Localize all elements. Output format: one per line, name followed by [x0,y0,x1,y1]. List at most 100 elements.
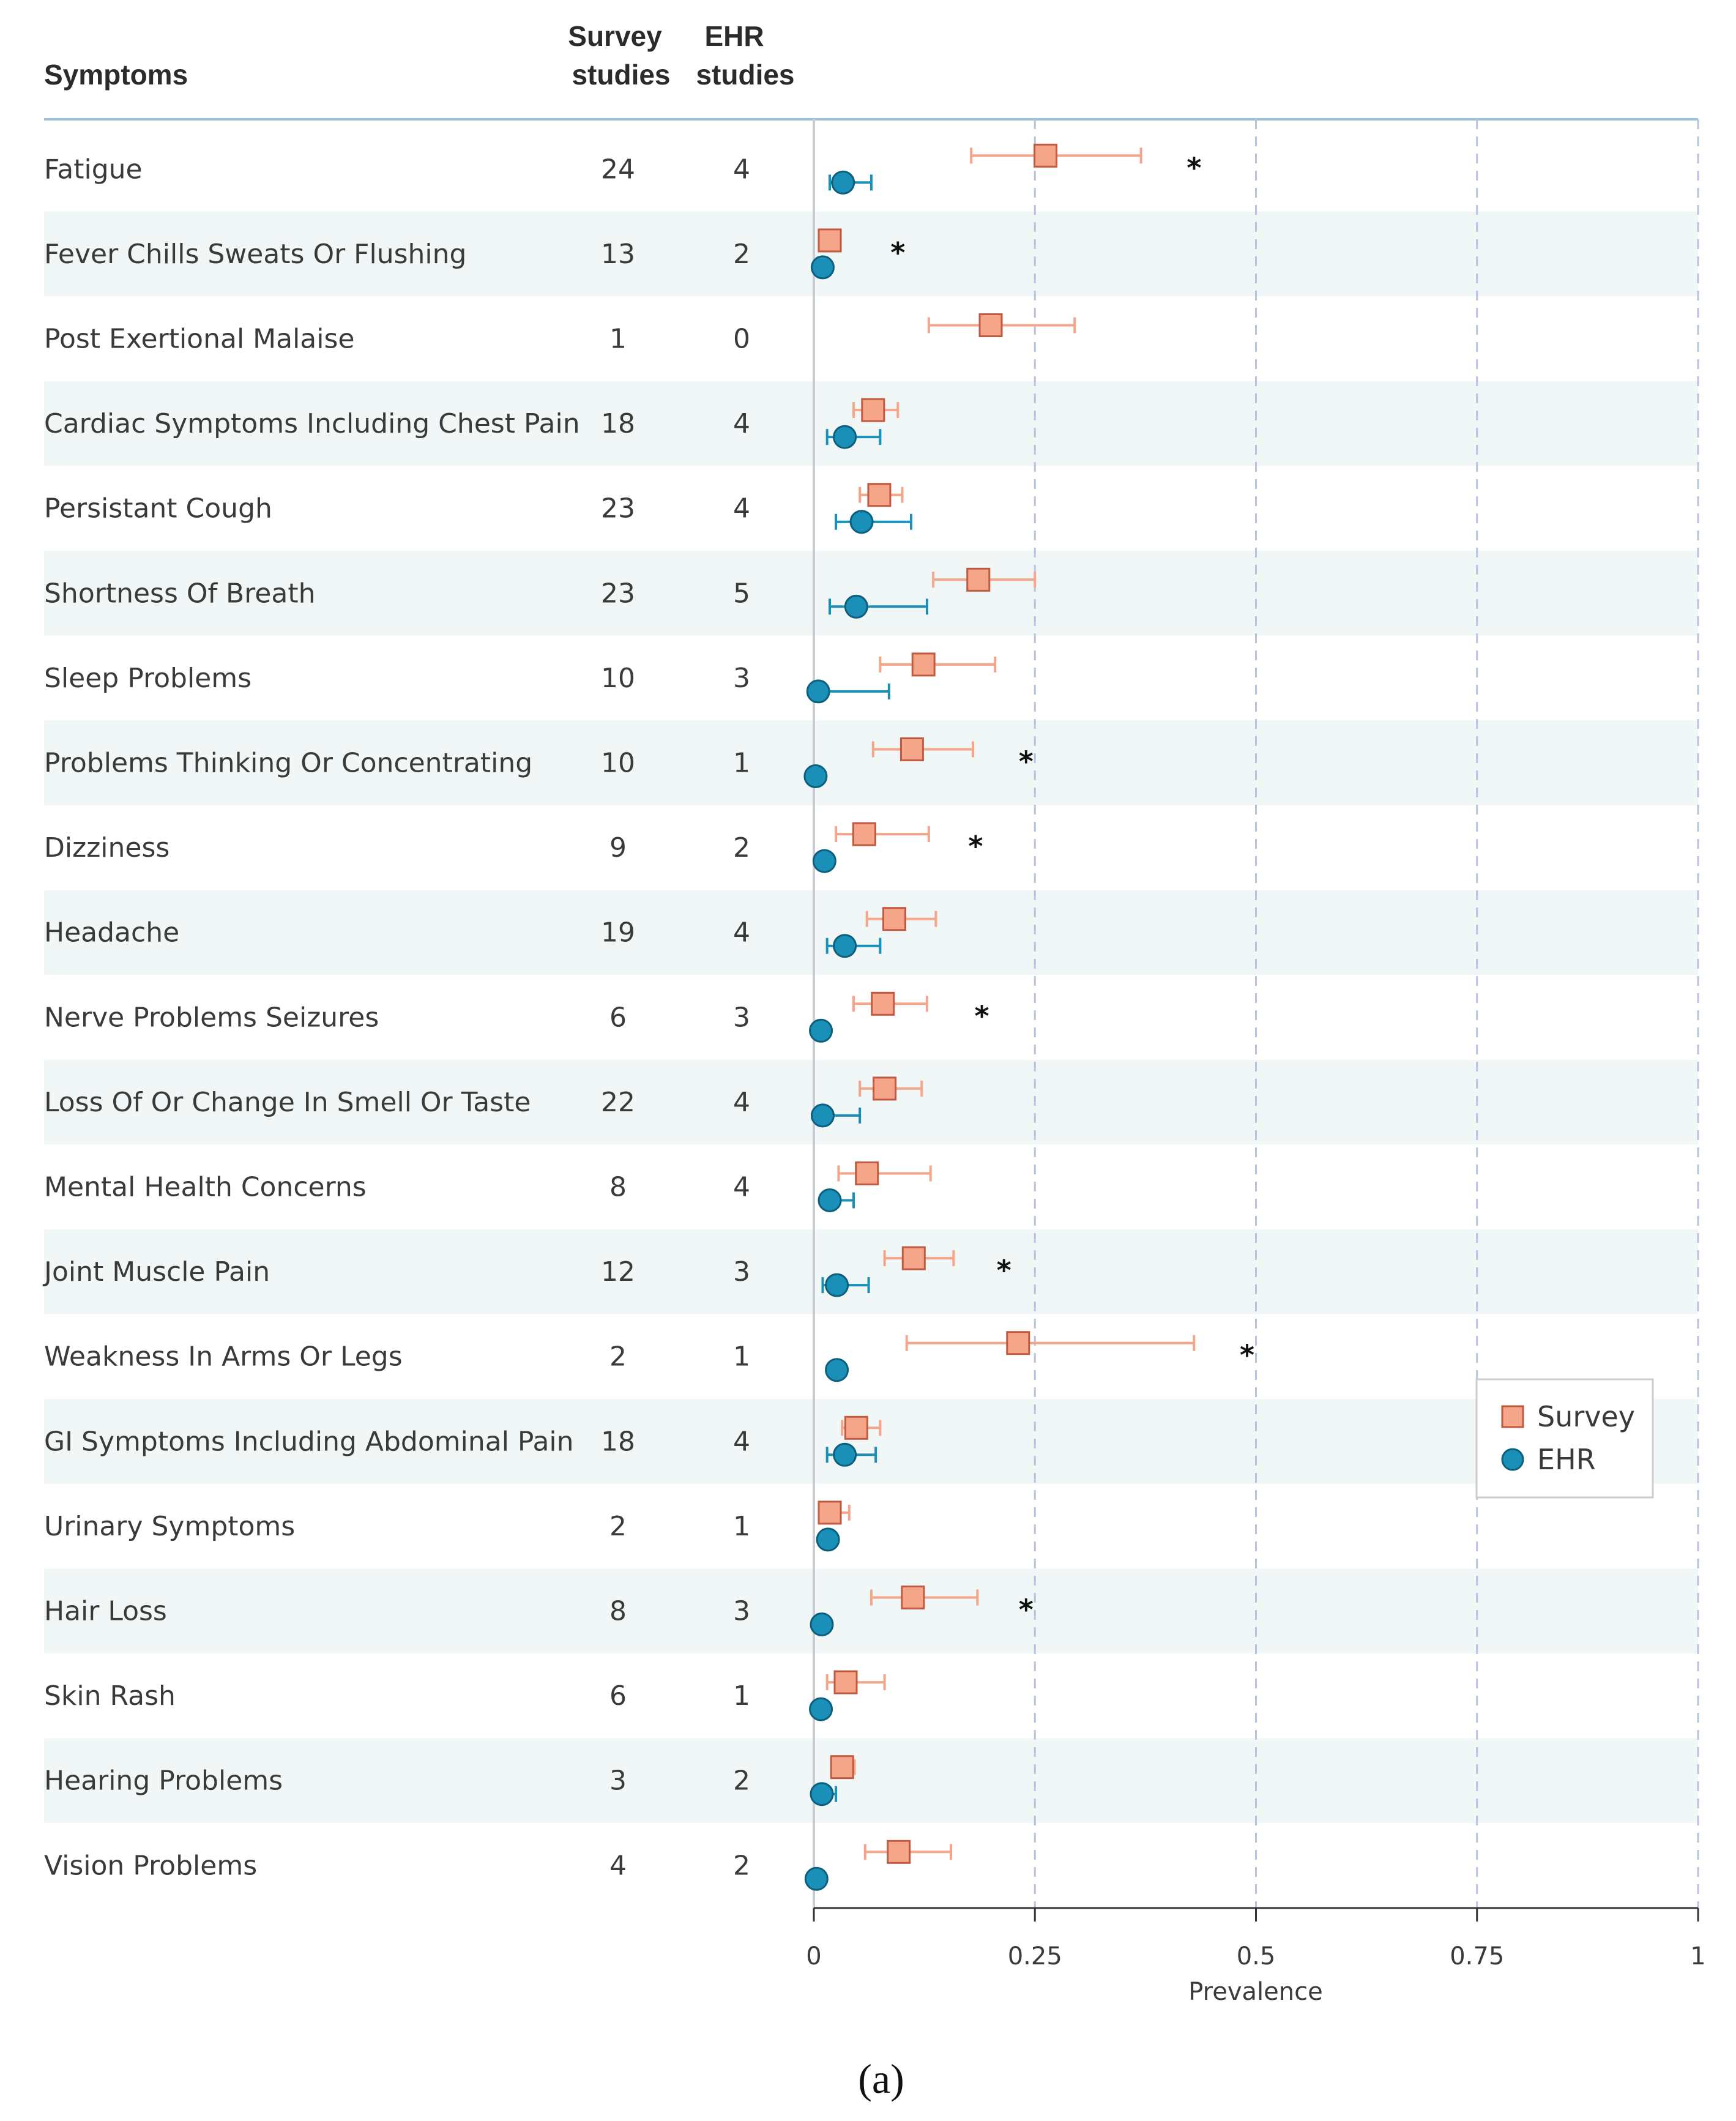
survey-point [887,1840,911,1864]
ehr-point [833,425,857,449]
survey-count: 3 [609,1765,627,1797]
row-label: Urinary Symptoms [44,1511,295,1542]
x-tick-label: 0.5 [1237,1942,1276,1970]
header-survey-line2: studies [572,59,670,91]
ehr-point [810,255,835,280]
ehr-count: 4 [733,917,750,949]
ehr-point [825,1358,849,1382]
survey-count: 6 [609,1680,627,1712]
table-row: Nerve Problems Seizures 6 3 * [44,991,989,1043]
legend-survey-marker [1501,1405,1524,1428]
row-label: Sleep Problems [44,663,251,694]
ehr-point [810,1103,835,1128]
significance-star: * [1019,1594,1034,1627]
table-row: Joint Muscle Pain 12 3 * [42,1246,1011,1297]
survey-point [1006,1331,1030,1355]
vertical-gridlines [813,119,1699,1908]
ehr-count: 4 [733,1172,750,1203]
row-band [44,890,1698,975]
table-row: Hair Loss 8 3 * [44,1586,1034,1636]
ehr-point [809,1018,833,1043]
ehr-point [849,510,874,534]
ehr-count: 3 [733,1002,750,1033]
survey-point [852,822,876,846]
survey-point [1034,143,1058,168]
survey-count: 12 [601,1256,635,1288]
table-row: Loss Of Or Change In Smell Or Taste 22 4 [44,1076,923,1128]
row-label: Nerve Problems Seizures [44,1002,379,1033]
table-row: Post Exertional Malaise 1 0 [44,313,1076,355]
table-row: Fever Chills Sweats Or Flushing 13 2 * [44,228,905,280]
survey-count: 18 [601,1426,635,1457]
table-row: Problems Thinking Or Concentrating 10 1 * [44,737,1034,788]
survey-point [833,1670,858,1694]
survey-count: 2 [609,1511,627,1542]
significance-star: * [1240,1339,1254,1372]
ehr-point [812,849,836,873]
header-survey-line1: Survey [568,20,662,52]
x-tick-label: 0.75 [1450,1942,1504,1970]
row-label: Joint Muscle Pain [42,1256,270,1288]
ehr-count: 1 [733,1511,750,1542]
significance-star: * [968,830,983,863]
survey-count: 2 [609,1341,627,1373]
ehr-point [804,1866,829,1891]
row-band [44,1059,1698,1145]
legend-ehr-marker [1501,1448,1524,1471]
ehr-count: 1 [733,748,750,779]
legend: Survey EHR [1475,1378,1654,1499]
significance-star: * [1187,151,1201,184]
row-label: Loss Of Or Change In Smell Or Taste [44,1087,531,1118]
table-row: Vision Problems 4 2 [44,1840,952,1891]
survey-count: 13 [601,239,635,270]
figure-caption: (a) [858,2056,904,2102]
ehr-point [810,1782,834,1806]
significance-star: * [1019,745,1034,778]
table-row: Persistant Cough 23 4 [44,483,912,534]
ehr-point [816,1527,840,1552]
ehr-count: 4 [733,493,750,524]
row-label: Weakness In Arms Or Legs [44,1341,403,1373]
table-row: Hearing Problems 3 2 [44,1755,856,1806]
row-label: Hearing Problems [44,1765,283,1797]
survey-point [900,737,924,761]
survey-count: 23 [601,578,635,609]
row-bands [44,211,1698,1823]
row-label: Post Exertional Malaise [44,324,354,355]
survey-count: 6 [609,1002,627,1033]
significance-star: * [975,999,989,1032]
survey-count: 9 [609,832,627,863]
table-row: Mental Health Concerns 8 4 [44,1161,932,1212]
row-band [44,381,1698,466]
table-row: Cardiac Symptoms Including Chest Pain 18 4 [44,398,900,449]
ehr-count: 2 [733,1850,750,1881]
survey-count: 22 [601,1087,635,1118]
ehr-count: 4 [733,154,750,185]
column-headers: Symptoms Survey studies EHR studies [44,20,795,91]
row-label: Skin Rash [44,1680,176,1712]
survey-count: 8 [609,1596,627,1627]
table-row: Urinary Symptoms 2 1 [44,1500,851,1552]
ehr-point [844,594,868,619]
x-tick-label: 0 [806,1942,821,1970]
ehr-count: 1 [733,1341,750,1373]
row-label: Persistant Cough [44,493,272,524]
row-label: Hair Loss [44,1596,167,1627]
x-axis: 0 0.25 0.5 0.75 1 [806,1907,1706,1970]
survey-point [882,907,906,931]
survey-point [867,483,892,507]
survey-point [901,1246,926,1270]
ehr-point [803,764,828,788]
ehr-count: 5 [733,578,750,609]
x-tick-label: 0.25 [1008,1942,1062,1970]
row-label: Problems Thinking Or Concentrating [44,748,532,779]
ehr-point [833,934,857,958]
table-row: Weakness In Arms Or Legs 2 1 * [44,1331,1254,1382]
ehr-count: 3 [733,663,750,694]
survey-point [873,1076,897,1101]
row-band [44,1568,1698,1653]
row-band [44,211,1698,297]
table-row: Headache 19 4 [44,907,937,958]
significance-star: * [997,1254,1011,1287]
